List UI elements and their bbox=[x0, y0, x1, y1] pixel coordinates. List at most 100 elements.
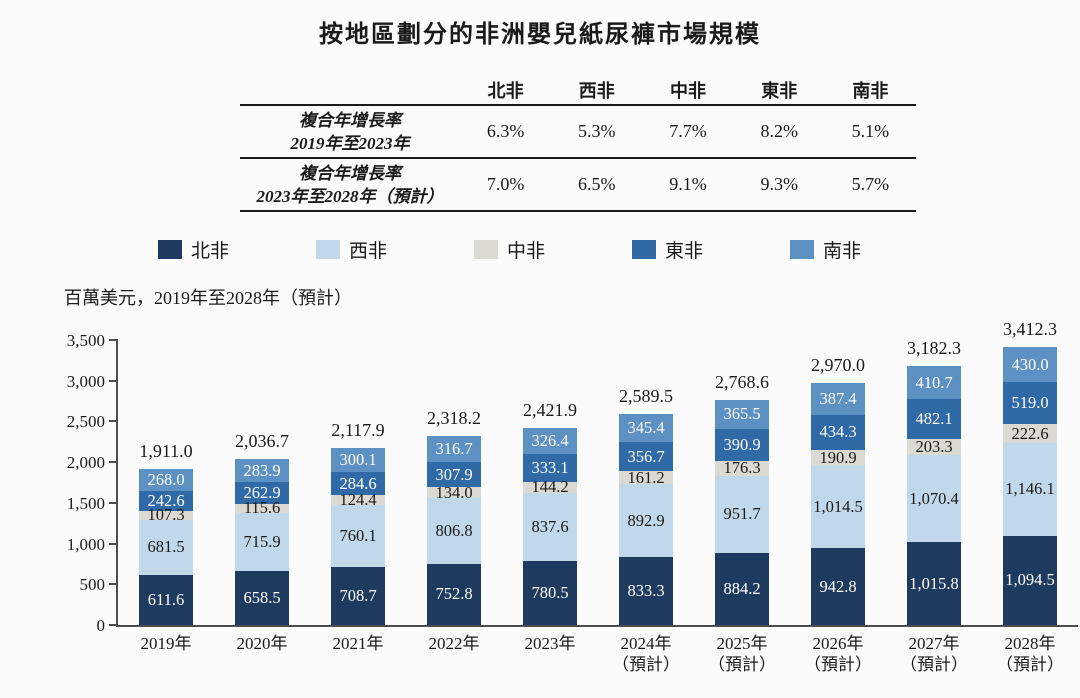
legend-label-central-africa: 中非 bbox=[507, 241, 546, 262]
segment-value-west-africa: 760.1 bbox=[339, 526, 377, 546]
segment-value-north-africa: 1,094.5 bbox=[1005, 570, 1055, 590]
cagr-value: 7.0% bbox=[486, 174, 525, 194]
x-label-forecast-note: （預計） bbox=[612, 655, 680, 674]
x-axis-category-label: 2019年 bbox=[141, 633, 192, 654]
segment-value-central-africa: 176.3 bbox=[723, 458, 761, 478]
cagr-row-label-line2: 2019年至2023年 bbox=[290, 133, 410, 153]
cagr-value: 5.3% bbox=[578, 121, 616, 141]
x-label-year: 2021年 bbox=[332, 634, 384, 653]
x-label-year: 2027年 bbox=[908, 634, 960, 653]
cagr-value: 7.7% bbox=[669, 121, 707, 141]
cagr-value: 6.3% bbox=[486, 121, 525, 141]
segment-value-north-africa: 833.3 bbox=[627, 581, 665, 601]
y-axis-tick bbox=[109, 461, 116, 464]
y-axis-tick-label: 2,500 bbox=[66, 412, 105, 432]
bar-group-2026年: 942.8 1,014.5 190.9 434.3 387.4 2,970.0 2026年 （… bbox=[790, 340, 886, 674]
legend-swatch-west-africa bbox=[316, 240, 340, 259]
segment-south-africa: 430.0 bbox=[1003, 347, 1057, 383]
segment-west-africa: 1,146.1 bbox=[1003, 442, 1057, 536]
bar-group-2024年: 833.3 892.9 161.2 356.7 345.4 2,589.5 2024年 （預計… bbox=[598, 340, 694, 674]
axis-unit-label: 百萬美元，2019年至2028年（預計） bbox=[64, 288, 352, 308]
cagr-table-header-east-africa: 東非 bbox=[761, 81, 798, 101]
segment-value-central-africa: 124.4 bbox=[339, 490, 377, 510]
stacked-bar: 658.5 715.9 115.6 262.9 283.9 bbox=[235, 459, 289, 625]
y-axis-tick bbox=[109, 420, 116, 423]
bar-group-2027年: 1,015.8 1,070.4 203.3 482.1 410.7 3,182.3 2027… bbox=[886, 338, 982, 674]
page-title: 按地區劃分的非洲嬰兒紙尿褲市場規模 bbox=[319, 21, 761, 48]
segment-value-west-africa: 681.5 bbox=[147, 537, 185, 557]
segment-north-africa: 884.2 bbox=[715, 553, 769, 625]
segment-central-africa: 115.6 bbox=[235, 500, 289, 516]
y-axis-tick bbox=[109, 542, 116, 545]
y-axis-tick-label: 3,500 bbox=[66, 331, 105, 350]
cagr-table-header-central-africa: 中非 bbox=[670, 81, 706, 101]
segment-central-africa: 161.2 bbox=[619, 469, 673, 486]
segment-value-south-africa: 410.7 bbox=[915, 372, 953, 392]
segment-value-east-africa: 519.0 bbox=[1011, 393, 1049, 413]
segment-value-east-africa: 390.9 bbox=[723, 435, 761, 455]
x-label-year: 2023年 bbox=[524, 634, 576, 653]
segment-central-africa: 134.0 bbox=[427, 482, 481, 502]
cagr-row-2023-2028: 複合年增長率 2023年至2028年（預計） 7.0% 6.5% 9.1% 9.… bbox=[240, 159, 916, 212]
stacked-bar: 752.8 806.8 134.0 307.9 316.7 bbox=[427, 436, 481, 625]
segment-value-west-africa: 806.8 bbox=[435, 520, 473, 540]
x-axis-category-label: 2024年 （預計） bbox=[612, 633, 680, 675]
bar-total-label: 1,911.0 bbox=[139, 441, 193, 462]
segment-west-africa: 837.6 bbox=[523, 493, 577, 562]
segment-north-africa: 1,015.8 bbox=[907, 542, 961, 625]
segment-value-north-africa: 708.7 bbox=[339, 586, 377, 606]
segment-value-east-africa: 333.1 bbox=[531, 457, 569, 477]
stacked-bar: 1,015.8 1,070.4 203.3 482.1 410.7 bbox=[907, 365, 961, 625]
cagr-row-label-line1: 複合年增長率 bbox=[299, 110, 401, 130]
segment-east-africa: 482.1 bbox=[907, 399, 961, 439]
legend-swatch-north-africa bbox=[158, 240, 182, 259]
bar-group-2023年: 780.5 837.6 144.2 333.1 326.4 2,421.9 2023年 bbox=[502, 340, 598, 653]
x-label-year: 2024年 bbox=[620, 634, 672, 653]
segment-value-central-africa: 222.6 bbox=[1011, 423, 1049, 443]
bar-group-2025年: 884.2 951.7 176.3 390.9 365.5 2,768.6 2025年 （預計… bbox=[694, 340, 790, 674]
bar-total-label: 2,970.0 bbox=[811, 355, 865, 376]
x-axis-category-label: 2027年 （預計） bbox=[900, 633, 968, 675]
x-label-forecast-note: （預計） bbox=[708, 655, 776, 674]
cagr-value: 9.1% bbox=[669, 174, 707, 194]
segment-south-africa: 300.1 bbox=[331, 447, 385, 473]
y-axis-tick-label: 1,500 bbox=[66, 493, 105, 513]
y-axis-line bbox=[116, 339, 118, 627]
cagr-value: 5.7% bbox=[851, 174, 890, 194]
y-axis-tick-label: 3,000 bbox=[66, 371, 105, 391]
segment-west-africa: 1,070.4 bbox=[907, 455, 961, 543]
segment-central-africa: 203.3 bbox=[907, 436, 961, 456]
segment-west-africa: 892.9 bbox=[619, 484, 673, 558]
y-axis-tick-label: 1,000 bbox=[66, 534, 105, 554]
y-axis-tick bbox=[109, 583, 116, 586]
cagr-table: 北非 西非 中非 東非 南非 複合年增長率 2019年至2023年 6.3% 5… bbox=[240, 76, 916, 212]
segment-central-africa: 107.3 bbox=[139, 507, 193, 523]
bar-total-label: 2,318.2 bbox=[427, 408, 481, 429]
bar-total-label: 2,768.6 bbox=[715, 371, 769, 392]
x-label-year: 2019年 bbox=[140, 634, 192, 653]
segment-central-africa: 190.9 bbox=[811, 449, 865, 466]
segment-value-central-africa: 203.3 bbox=[915, 436, 953, 456]
y-axis-tick-label: 2,000 bbox=[66, 453, 105, 473]
segment-value-north-africa: 884.2 bbox=[723, 579, 761, 598]
segment-value-north-africa: 780.5 bbox=[531, 583, 569, 603]
stacked-bar: 611.6 681.5 107.3 242.6 268.0 bbox=[139, 469, 193, 625]
legend-swatch-south-africa bbox=[790, 240, 814, 259]
segment-value-west-africa: 892.9 bbox=[627, 510, 665, 530]
cagr-value: 6.5% bbox=[578, 174, 616, 194]
x-axis-category-label: 2026年 （預計） bbox=[804, 633, 872, 675]
segment-north-africa: 833.3 bbox=[619, 557, 673, 625]
segment-value-north-africa: 611.6 bbox=[147, 590, 185, 610]
chart-legend: 北非 西非 中非 東非 南非 bbox=[0, 236, 1080, 262]
segment-value-east-africa: 242.6 bbox=[147, 491, 185, 511]
segment-value-central-africa: 134.0 bbox=[435, 482, 473, 502]
segment-east-africa: 284.6 bbox=[331, 472, 385, 496]
segment-south-africa: 268.0 bbox=[139, 469, 193, 492]
segment-value-central-africa: 107.3 bbox=[147, 505, 185, 525]
segment-east-africa: 262.9 bbox=[235, 482, 289, 504]
segment-south-africa: 387.4 bbox=[811, 383, 865, 415]
x-label-year: 2026年 bbox=[812, 634, 864, 653]
segment-south-africa: 316.7 bbox=[427, 436, 481, 463]
segment-value-west-africa: 715.9 bbox=[243, 532, 281, 552]
